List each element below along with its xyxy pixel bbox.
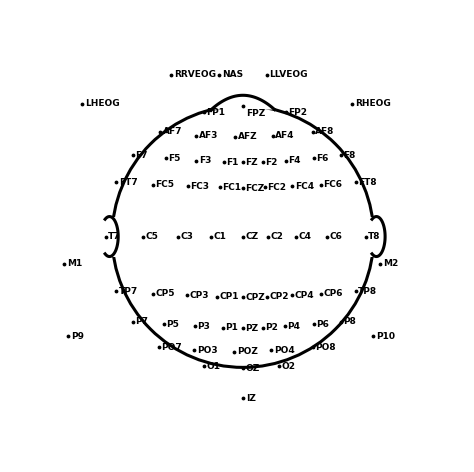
Text: C3: C3: [181, 232, 194, 241]
Text: F5: F5: [168, 154, 181, 163]
Text: CP5: CP5: [155, 289, 175, 298]
Text: F4: F4: [288, 156, 301, 165]
Text: T8: T8: [368, 232, 381, 241]
Text: FC3: FC3: [190, 182, 209, 191]
Text: P8: P8: [344, 318, 356, 327]
Text: FT8: FT8: [358, 177, 377, 186]
Text: AF7: AF7: [163, 127, 182, 136]
Text: FCZ: FCZ: [246, 184, 264, 193]
Text: LLVEOG: LLVEOG: [269, 70, 308, 79]
Text: PO3: PO3: [197, 346, 218, 355]
Text: PZ: PZ: [246, 324, 259, 333]
Text: FC5: FC5: [155, 180, 174, 189]
Text: P10: P10: [376, 332, 395, 341]
Text: F7: F7: [136, 151, 148, 160]
Text: M2: M2: [383, 259, 399, 268]
Text: CP1: CP1: [219, 292, 239, 301]
Text: TP7: TP7: [119, 287, 138, 295]
Text: FP1: FP1: [207, 108, 226, 117]
Text: FP2: FP2: [288, 108, 307, 117]
Text: CP3: CP3: [189, 291, 209, 300]
Text: P7: P7: [136, 318, 148, 327]
Text: AF4: AF4: [275, 131, 295, 140]
Text: NAS: NAS: [222, 70, 243, 79]
Text: F1: F1: [227, 158, 239, 167]
Text: FC6: FC6: [323, 180, 342, 189]
Text: OZ: OZ: [246, 363, 260, 372]
Bar: [368, 217, 375, 257]
Text: CP2: CP2: [269, 292, 289, 301]
Text: C4: C4: [298, 232, 311, 241]
Text: C6: C6: [329, 232, 342, 241]
Text: F3: F3: [199, 156, 211, 165]
Text: POZ: POZ: [237, 347, 258, 356]
Text: CPZ: CPZ: [246, 293, 265, 302]
Text: TP8: TP8: [358, 287, 377, 295]
Bar: [110, 217, 118, 257]
Text: F6: F6: [316, 154, 328, 163]
Text: T7: T7: [108, 232, 121, 241]
Text: LHEOG: LHEOG: [85, 100, 120, 109]
Text: FC2: FC2: [267, 183, 286, 192]
Text: P9: P9: [72, 332, 84, 341]
Text: PO7: PO7: [161, 343, 182, 352]
Text: P1: P1: [225, 323, 238, 332]
Text: O2: O2: [282, 362, 296, 371]
Text: CP4: CP4: [294, 291, 314, 300]
Text: FC1: FC1: [222, 183, 241, 192]
Text: FPZ: FPZ: [246, 110, 265, 118]
Text: AFZ: AFZ: [237, 132, 257, 141]
Text: PO8: PO8: [316, 343, 336, 352]
Text: P2: P2: [265, 323, 278, 332]
Text: RRVEOG: RRVEOG: [174, 70, 216, 79]
Text: M1: M1: [67, 259, 82, 268]
Text: AF3: AF3: [199, 131, 219, 140]
Text: PO4: PO4: [274, 346, 294, 355]
Text: FT7: FT7: [119, 177, 138, 186]
Text: IZ: IZ: [246, 394, 255, 403]
Text: P5: P5: [166, 320, 180, 329]
Text: CZ: CZ: [246, 232, 259, 241]
Text: AF8: AF8: [315, 127, 335, 136]
Text: P4: P4: [287, 322, 300, 331]
Text: C2: C2: [270, 232, 283, 241]
Text: CP6: CP6: [323, 289, 343, 298]
Text: P6: P6: [316, 320, 329, 329]
Text: C5: C5: [146, 232, 158, 241]
Text: FC4: FC4: [295, 182, 314, 191]
Text: F8: F8: [344, 151, 356, 160]
Text: RHEOG: RHEOG: [355, 100, 391, 109]
Polygon shape: [211, 95, 274, 110]
Text: P3: P3: [198, 322, 210, 331]
Text: F2: F2: [265, 158, 277, 167]
Text: C1: C1: [213, 232, 227, 241]
Text: FZ: FZ: [246, 158, 258, 167]
Text: O1: O1: [207, 362, 220, 371]
